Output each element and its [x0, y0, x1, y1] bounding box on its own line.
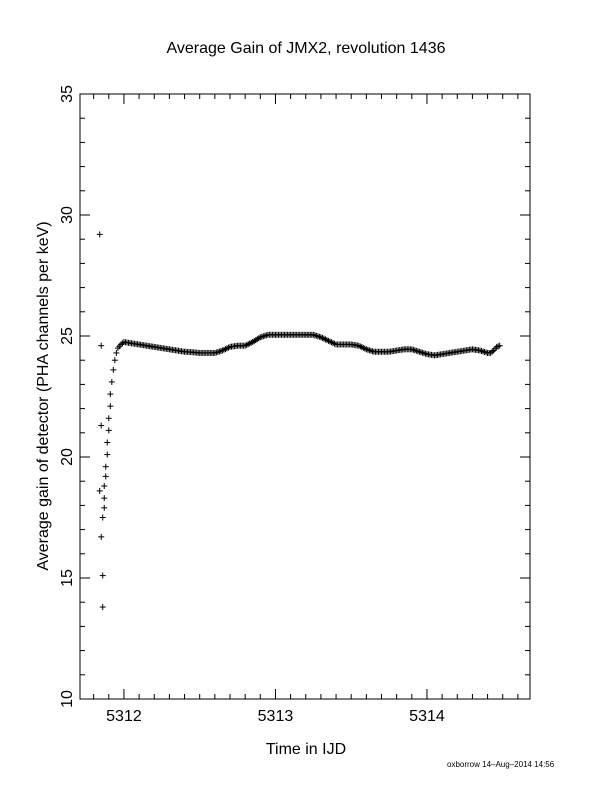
tick-labels: 10 15 20 25 30 35 5312 5313 5314: [59, 85, 445, 725]
data-point: [111, 357, 118, 364]
data-point: [107, 403, 114, 410]
data-point: [104, 439, 111, 446]
data-point: [99, 514, 106, 521]
footer-credit: oxborrow 14–Aug–2014 14:56: [447, 760, 555, 769]
data-point: [102, 473, 109, 480]
data-point: [489, 348, 496, 355]
data-point: [119, 340, 126, 347]
x-tick-label: 5312: [106, 708, 142, 725]
data-point: [98, 533, 105, 540]
data-point: [113, 349, 120, 356]
x-tick-label: 5314: [409, 708, 445, 725]
y-tick-label: 10: [59, 690, 76, 708]
data-point: [98, 342, 105, 349]
data-point: [96, 231, 103, 238]
data-point: [101, 504, 108, 511]
data-point: [101, 495, 108, 502]
x-axis-label: Time in IJD: [266, 741, 346, 758]
y-axis-label: Average gain of detector (PHA channels p…: [35, 221, 52, 570]
data-point: [99, 604, 106, 611]
data-point: [105, 415, 112, 422]
data-point: [96, 487, 103, 494]
data-point: [496, 342, 503, 349]
plot-frame: [79, 93, 531, 700]
y-tick-label: 15: [59, 569, 76, 587]
data-points: [96, 231, 503, 611]
y-tick-label: 25: [59, 327, 76, 345]
data-point: [108, 378, 115, 385]
chart-title: Average Gain of JMX2, revolution 1436: [167, 40, 446, 57]
data-point: [102, 463, 109, 470]
data-point: [105, 427, 112, 434]
axis-ticks: [80, 93, 530, 700]
data-point: [104, 451, 111, 458]
y-tick-label: 35: [59, 85, 76, 103]
data-point: [99, 572, 106, 579]
y-tick-label: 30: [59, 206, 76, 224]
data-point: [101, 483, 108, 490]
data-point: [110, 366, 117, 373]
data-point: [98, 422, 105, 429]
data-point: [107, 391, 114, 398]
x-tick-label: 5313: [258, 708, 294, 725]
y-tick-label: 20: [59, 448, 76, 466]
